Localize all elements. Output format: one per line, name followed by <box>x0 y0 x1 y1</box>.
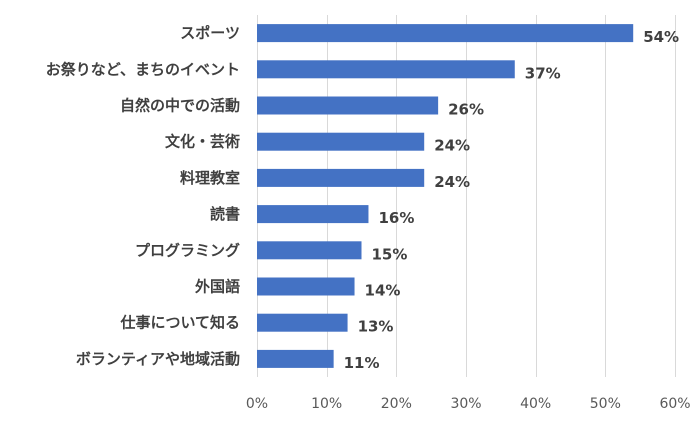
value-label: 11% <box>344 354 380 372</box>
category-label: 仕事について知る <box>119 314 240 332</box>
bar <box>257 24 634 43</box>
x-tick-label: 50% <box>590 396 621 412</box>
x-tick-label: 60% <box>659 396 690 412</box>
x-tick-label: 40% <box>520 396 551 412</box>
bar <box>257 349 334 368</box>
bar <box>257 96 439 115</box>
bar <box>257 205 369 224</box>
value-label: 14% <box>365 282 401 300</box>
x-tick-label: 30% <box>450 396 481 412</box>
value-label: 13% <box>358 318 394 336</box>
value-labels: 54% 37% 26% 24% 24% 16% 15% 14% 13% 11% <box>344 28 679 372</box>
bar <box>257 168 425 187</box>
value-label: 16% <box>378 209 414 227</box>
category-label: 料理教室 <box>180 169 240 187</box>
value-label: 24% <box>434 137 470 155</box>
x-tick-label: 0% <box>246 396 268 412</box>
category-label: 自然の中での活動 <box>120 97 240 115</box>
category-label: ボランティアや地域活動 <box>76 350 240 368</box>
bar <box>257 60 515 79</box>
value-label: 26% <box>448 101 484 119</box>
value-label: 24% <box>434 173 470 191</box>
bar <box>257 277 355 296</box>
bar <box>257 241 362 260</box>
category-label: 文化・芸術 <box>165 133 240 151</box>
bar <box>257 313 348 332</box>
value-label: 37% <box>525 64 561 82</box>
category-label: 外国語 <box>194 278 240 296</box>
category-labels: スポーツお祭りなど、まちのイベント自然の中での活動文化・芸術料理教室読書プログラ… <box>46 24 240 368</box>
category-label: お祭りなど、まちのイベント <box>46 60 240 78</box>
value-label: 15% <box>372 245 408 263</box>
bars <box>257 24 634 368</box>
x-tick-label: 20% <box>381 396 412 412</box>
x-tick-label: 10% <box>311 396 342 412</box>
category-label: スポーツ <box>180 24 240 42</box>
bar <box>257 132 425 151</box>
value-label: 54% <box>643 28 679 46</box>
category-label: 読書 <box>210 205 240 223</box>
x-tick-labels: 0% 10% 20% 30% 40% 50% 60% <box>246 396 691 412</box>
category-label: プログラミング <box>135 241 240 259</box>
